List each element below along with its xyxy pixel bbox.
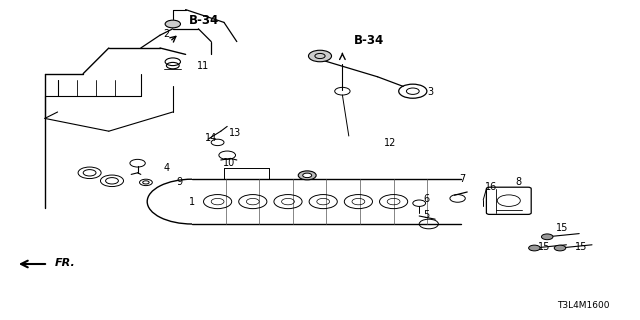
FancyBboxPatch shape	[486, 187, 531, 214]
Text: 14: 14	[205, 132, 217, 143]
Text: 8: 8	[515, 177, 522, 187]
Text: 12: 12	[384, 138, 396, 148]
Text: B-34: B-34	[354, 34, 384, 46]
Text: 15: 15	[556, 223, 568, 233]
Text: 9: 9	[176, 177, 182, 187]
Circle shape	[308, 50, 332, 62]
Text: 16: 16	[485, 182, 497, 192]
Text: FR.: FR.	[54, 258, 75, 268]
Text: 6: 6	[424, 194, 430, 204]
Text: 5: 5	[424, 210, 430, 220]
Circle shape	[298, 171, 316, 180]
Text: 10: 10	[223, 157, 235, 168]
Circle shape	[541, 234, 553, 240]
Circle shape	[554, 245, 566, 251]
Text: T3L4M1600: T3L4M1600	[557, 301, 609, 310]
Text: 3: 3	[428, 87, 434, 97]
Circle shape	[529, 245, 540, 251]
Circle shape	[303, 173, 312, 178]
Text: 1: 1	[189, 196, 195, 207]
Text: 7: 7	[460, 174, 466, 184]
Text: B-34: B-34	[189, 14, 219, 27]
Text: 11: 11	[197, 60, 209, 71]
Text: 4: 4	[163, 163, 170, 173]
Text: 15: 15	[575, 242, 587, 252]
Text: 2: 2	[163, 28, 170, 39]
Text: 15: 15	[538, 242, 550, 252]
Text: 13: 13	[229, 128, 241, 138]
Circle shape	[165, 20, 180, 28]
